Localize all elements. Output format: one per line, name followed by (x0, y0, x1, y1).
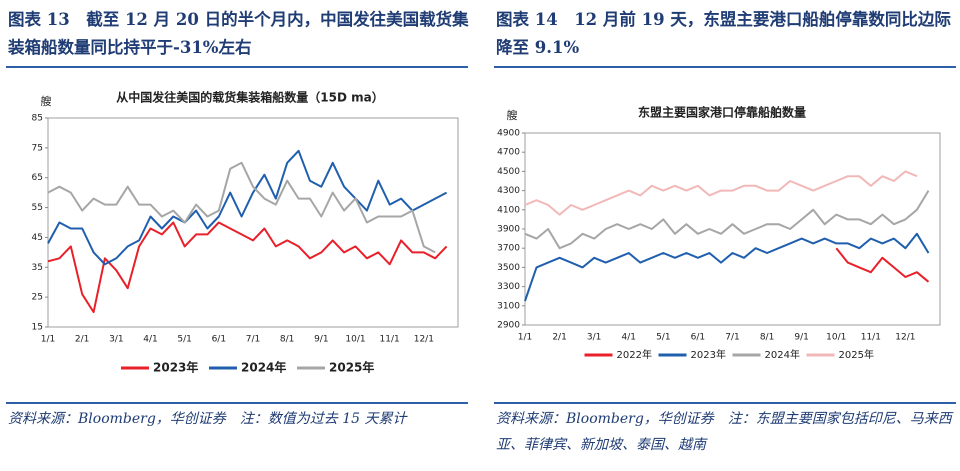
y-tick-label: 2900 (497, 321, 520, 331)
y-tick-label: 35 (32, 263, 43, 273)
x-tick-label: 5/1 (177, 335, 191, 345)
x-tick-label: 5/1 (656, 333, 670, 343)
x-tick-label: 9/1 (794, 333, 808, 343)
legend-label: 2024年 (765, 348, 800, 361)
series-line (524, 190, 930, 250)
chart-title: 从中国发往美国的载货集装箱船数量（15D ma） (116, 90, 383, 105)
y-tick-label: 75 (32, 143, 43, 153)
x-tick-label: 2/1 (75, 335, 89, 345)
x-tick-label: 10/1 (345, 335, 365, 345)
y-tick-label: 3100 (497, 301, 520, 311)
series-line (47, 221, 448, 314)
x-tick-label: 11/1 (380, 335, 400, 345)
x-tick-label: 12/1 (414, 335, 434, 345)
x-tick-label: 2/1 (552, 333, 566, 343)
rule (494, 402, 956, 404)
x-tick-label: 12/1 (895, 333, 915, 343)
y-tick-label: 15 (32, 323, 43, 333)
plot-frame (47, 117, 459, 328)
y-tick-label: 85 (32, 114, 43, 124)
rule (6, 402, 468, 404)
rule (494, 66, 956, 68)
y-tick-label: 55 (32, 203, 43, 213)
legend-label: 2023年 (691, 348, 726, 361)
y-tick-label: 4100 (497, 205, 520, 215)
x-tick-label: 8/1 (280, 335, 294, 345)
x-tick-label: 6/1 (691, 333, 705, 343)
series-line (524, 170, 918, 216)
plot-frame (524, 132, 941, 326)
y-tick-label: 4300 (497, 186, 520, 196)
caption: 图表 13 截至 12 月 20 日的半个月内，中国发往美国载货集装箱船数量同比… (8, 10, 469, 57)
chart-title: 东盟主要国家港口停靠船舶数量 (638, 105, 806, 120)
x-tick-label: 8/1 (760, 333, 774, 343)
series-line (524, 232, 930, 302)
source-note: 资料来源：Bloomberg，华创证券 注：数值为过去 15 天累计 (8, 411, 407, 427)
legend-label: 2023年 (153, 360, 198, 375)
y-axis-label: 艘 (41, 94, 52, 108)
x-tick-label: 9/1 (314, 335, 328, 345)
x-tick-label: 4/1 (143, 335, 157, 345)
x-tick-label: 3/1 (587, 333, 601, 343)
y-tick-label: 3700 (497, 244, 520, 254)
x-tick-label: 11/1 (861, 333, 881, 343)
y-tick-label: 25 (32, 293, 43, 303)
y-tick-label: 4500 (497, 167, 520, 177)
source-note: 资料来源：Bloomberg，华创证券 注：东盟主要国家包括印尼、马来西亚、菲律… (496, 411, 952, 453)
x-tick-label: 6/1 (212, 335, 226, 345)
series-line (835, 247, 930, 283)
x-tick-label: 10/1 (826, 333, 846, 343)
x-tick-label: 4/1 (622, 333, 636, 343)
y-tick-label: 4900 (497, 129, 520, 139)
y-tick-label: 3300 (497, 282, 520, 292)
x-tick-label: 3/1 (109, 335, 123, 345)
x-tick-label: 7/1 (246, 335, 260, 345)
y-tick-label: 4700 (497, 148, 520, 158)
caption: 图表 14 12 月前 19 天，东盟主要港口船舶停靠数同比边际降至 9.1% (496, 10, 951, 57)
x-tick-label: 1/1 (41, 335, 55, 345)
legend-label: 2024年 (241, 360, 286, 375)
legend-label: 2025年 (839, 348, 874, 361)
series-line (47, 149, 448, 266)
y-tick-label: 45 (32, 233, 43, 243)
x-tick-label: 7/1 (725, 333, 739, 343)
y-tick-label: 3500 (497, 263, 520, 273)
rule (6, 66, 468, 68)
y-axis-label: 艘 (507, 108, 518, 122)
series-line (47, 161, 436, 254)
y-tick-label: 65 (32, 173, 43, 183)
y-tick-label: 3900 (497, 225, 520, 235)
x-tick-label: 1/1 (518, 333, 532, 343)
legend-label: 2025年 (329, 360, 374, 375)
legend-label: 2022年 (617, 348, 652, 361)
